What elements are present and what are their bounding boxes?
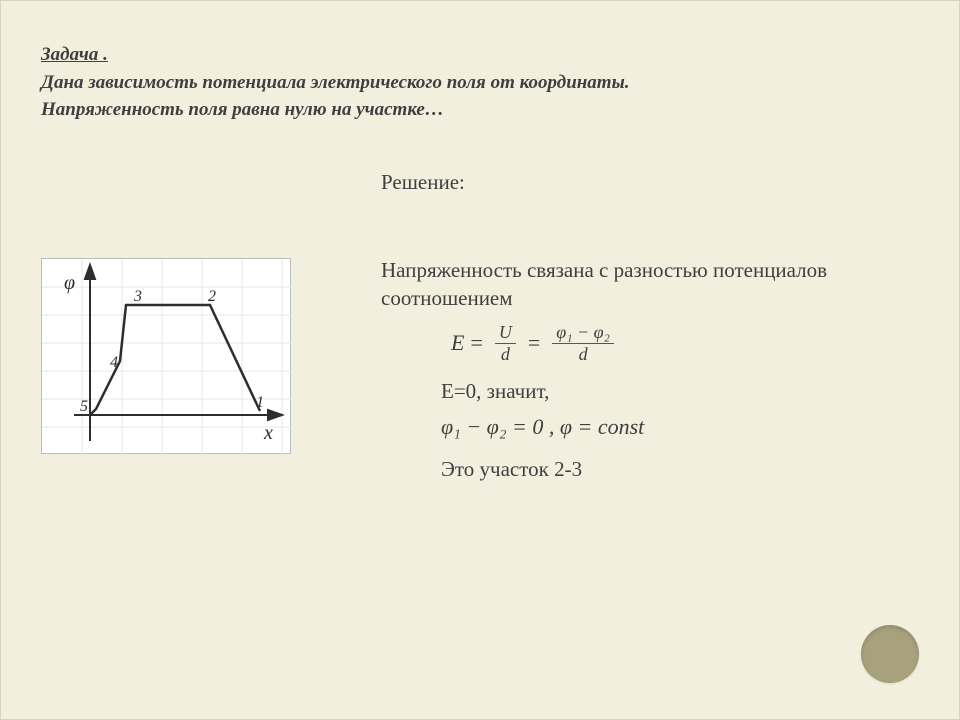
svg-text:1: 1: [256, 394, 264, 411]
problem-statement: Дана зависимость потенциала электрическо…: [41, 72, 630, 121]
problem-title: Задача . Дана зависимость потенциала эле…: [41, 41, 761, 124]
relation-text: Напряженность связана с разностью потенц…: [381, 256, 923, 313]
formula-phi-const: φ₁ − φ₂ = 0 , φ = const: [441, 412, 923, 442]
svg-text:2: 2: [208, 288, 216, 305]
svg-text:3: 3: [133, 288, 142, 305]
formula-E: E: [451, 328, 464, 358]
svg-text:x: x: [263, 422, 273, 444]
potential-graph: φ x 3 2 4 5 1: [41, 258, 291, 454]
svg-text:4: 4: [110, 354, 118, 371]
eq-sign-2: =: [528, 328, 540, 358]
eq-sign-1: =: [470, 328, 482, 358]
decorative-circle: [861, 625, 919, 683]
fraction-phi: φ₁ − φ₂ d: [552, 323, 614, 364]
svg-text:φ: φ: [64, 272, 75, 294]
e-zero-text: E=0, значит,: [441, 377, 923, 405]
fraction-ud: U d: [495, 323, 516, 364]
solution-label: Решение:: [381, 168, 923, 196]
answer-text: Это участок 2-3: [441, 455, 923, 483]
svg-text:5: 5: [80, 398, 88, 415]
problem-label: Задача .: [41, 44, 108, 65]
formula-e-ud: E = U d = φ₁ − φ₂ d: [451, 323, 923, 364]
